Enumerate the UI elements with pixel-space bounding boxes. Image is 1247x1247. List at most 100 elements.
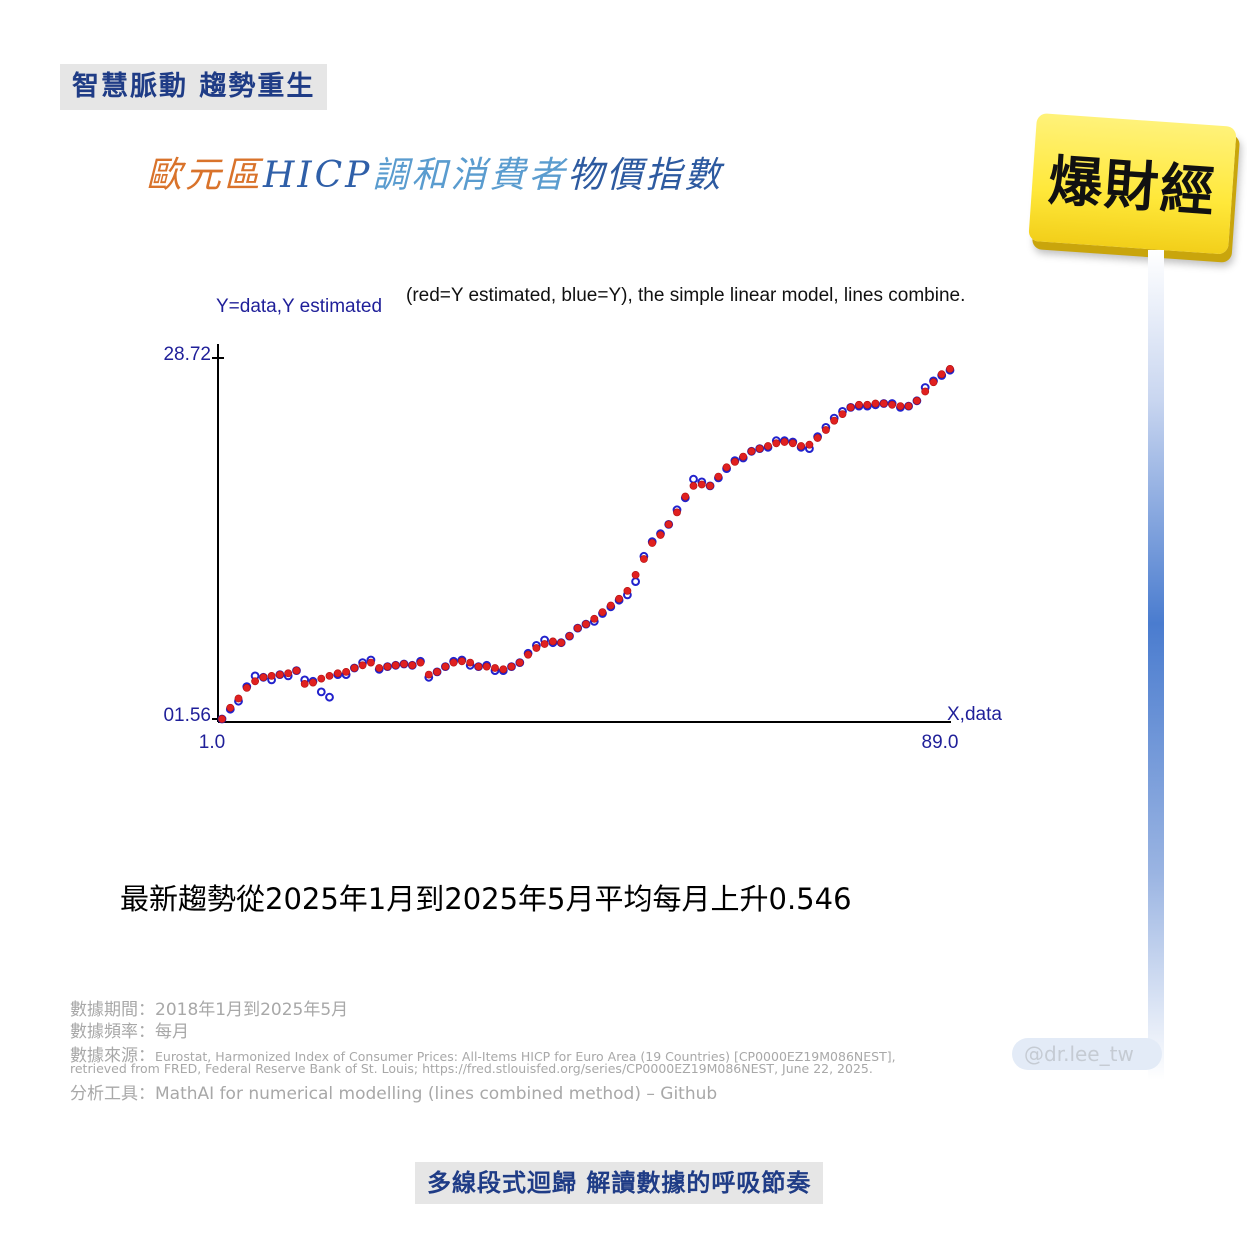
- data-point-estimated: [664, 520, 673, 529]
- data-source-line1: Eurostat, Harmonized Index of Consumer P…: [155, 1049, 896, 1064]
- data-point-estimated: [648, 539, 657, 547]
- data-point-estimated: [433, 668, 441, 676]
- data-point-estimated: [855, 400, 863, 409]
- data-point-estimated: [598, 608, 607, 616]
- data-point-estimated: [317, 674, 326, 683]
- data-point-estimated: [333, 669, 342, 678]
- data-point-estimated: [697, 480, 706, 489]
- data-point-estimated: [946, 364, 954, 373]
- data-point-estimated: [259, 673, 268, 682]
- y-axis-label: Y=data,Y estimated: [216, 296, 382, 317]
- data-point-estimated: [383, 662, 392, 671]
- data-point-actual: [689, 474, 698, 484]
- data-point-estimated: [251, 677, 259, 686]
- data-point-estimated: [540, 640, 549, 648]
- title-hicp: HICP: [263, 155, 373, 196]
- data-point-estimated: [284, 669, 293, 678]
- series-estimated: [218, 364, 954, 723]
- data-point-estimated: [937, 370, 946, 379]
- x-tick-label: 89.0: [922, 732, 959, 753]
- data-point-estimated: [424, 670, 433, 679]
- data-source-line2: retrieved from FRED, Federal Reserve Ban…: [70, 1061, 873, 1076]
- data-point-estimated: [218, 715, 226, 723]
- data-point-estimated: [838, 410, 847, 418]
- footer-tag: 多線段式迴歸 解讀數據的呼吸節奏: [415, 1162, 824, 1204]
- data-point-estimated: [342, 668, 350, 676]
- title-price-index: 物價指數: [567, 155, 724, 196]
- data-point-estimated: [226, 703, 235, 712]
- data-point-estimated: [896, 402, 905, 410]
- data-point-estimated: [780, 438, 789, 446]
- data-point-estimated: [491, 664, 499, 672]
- data-point-estimated: [565, 632, 574, 640]
- data-point-estimated: [449, 658, 458, 667]
- series-actual: [217, 365, 955, 724]
- data-point-estimated: [772, 439, 781, 448]
- title-harmonized: 調和消費者: [372, 155, 568, 196]
- data-point-estimated: [879, 399, 888, 408]
- data-point-estimated: [929, 378, 938, 387]
- data-point-estimated: [590, 614, 599, 623]
- data-source: 數據來源：Eurostat, Harmonized Index of Consu…: [70, 1041, 896, 1066]
- data-point-estimated: [309, 678, 317, 687]
- data-point-estimated: [300, 680, 309, 688]
- data-point-estimated: [234, 694, 243, 703]
- data-point-estimated: [466, 658, 475, 667]
- decorative-side-bar: [1148, 250, 1164, 1080]
- data-point-estimated: [557, 638, 566, 647]
- data-point-estimated: [615, 594, 623, 603]
- data-point-estimated: [499, 665, 508, 674]
- data-point-estimated: [482, 662, 491, 671]
- data-point-estimated: [722, 463, 731, 472]
- data-point-estimated: [888, 400, 896, 409]
- data-point-actual: [631, 577, 640, 586]
- data-point-estimated: [805, 440, 814, 449]
- data-point-estimated: [400, 660, 408, 668]
- data-point-estimated: [573, 624, 582, 632]
- data-point-estimated: [731, 457, 739, 466]
- data-point-estimated: [292, 666, 301, 675]
- data-point-estimated: [904, 402, 913, 410]
- data-point-estimated: [681, 492, 690, 501]
- data-point-actual: [325, 692, 334, 702]
- x-tick-label: 1.0: [199, 732, 225, 753]
- data-point-estimated: [441, 662, 450, 671]
- data-point-estimated: [689, 481, 698, 490]
- data-point-estimated: [549, 637, 557, 646]
- data-point-estimated: [797, 442, 805, 450]
- data-point-estimated: [457, 657, 466, 666]
- data-frequency: 數據頻率：每月: [70, 1022, 189, 1042]
- header-tag: 智慧脈動 趨勢重生: [60, 64, 328, 110]
- data-point-estimated: [524, 650, 532, 659]
- data-point-estimated: [706, 481, 714, 490]
- data-point-estimated: [921, 387, 930, 396]
- y-tick-label: 01.56: [163, 705, 211, 726]
- data-point-estimated: [375, 664, 384, 672]
- data-point-estimated: [813, 434, 822, 442]
- data-point-estimated: [739, 452, 748, 461]
- data-point-estimated: [507, 662, 516, 671]
- data-point-estimated: [606, 601, 615, 610]
- data-point-estimated: [822, 426, 830, 434]
- data-point-estimated: [623, 587, 632, 595]
- data-point-estimated: [515, 658, 524, 667]
- data-point-estimated: [747, 447, 756, 456]
- x-axis-label: X,data: [947, 704, 1002, 725]
- data-point-estimated: [755, 444, 764, 453]
- data-point-estimated: [416, 658, 425, 667]
- data-point-estimated: [788, 439, 797, 448]
- data-point-estimated: [408, 661, 417, 670]
- data-point-estimated: [474, 662, 483, 671]
- data-point-estimated: [275, 670, 284, 679]
- author-handle: @dr.lee_tw: [1012, 1038, 1162, 1070]
- chart-header-bg: [214, 282, 1070, 300]
- data-point-estimated: [830, 416, 839, 425]
- data-point-estimated: [714, 472, 723, 481]
- analysis-tool: 分析工具：MathAI for numerical modelling (lin…: [70, 1084, 718, 1104]
- data-point-estimated: [863, 400, 872, 409]
- data-point-estimated: [267, 672, 276, 680]
- data-point-estimated: [764, 442, 772, 450]
- data-point-estimated: [358, 661, 367, 670]
- data-point-estimated: [350, 664, 359, 672]
